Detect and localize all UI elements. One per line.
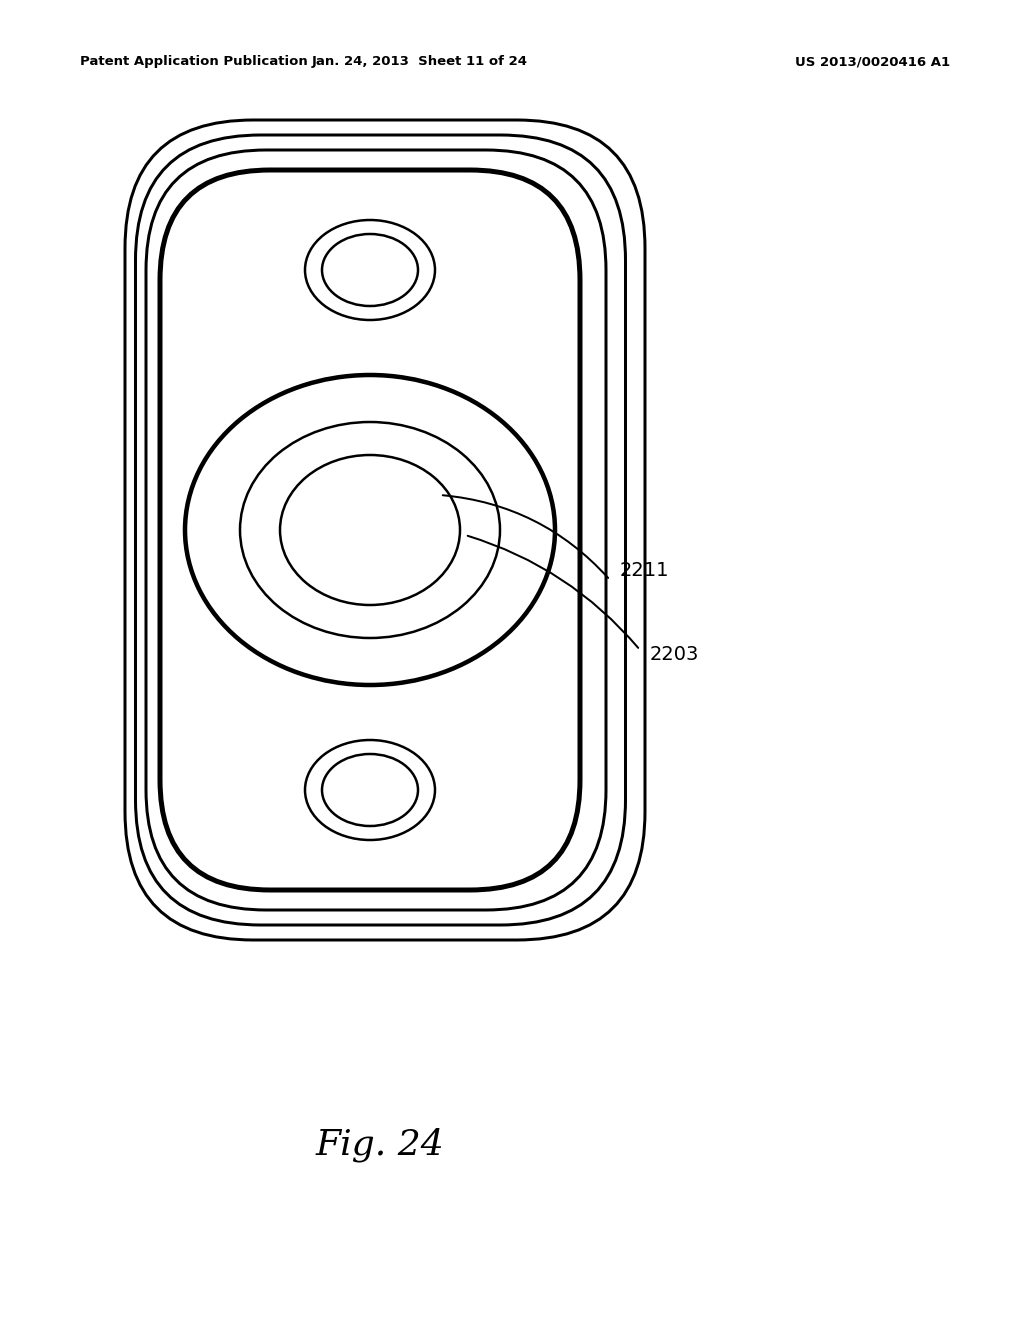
Text: 2211: 2211 <box>620 561 670 579</box>
Text: Fig. 24: Fig. 24 <box>315 1127 444 1162</box>
Text: Jan. 24, 2013  Sheet 11 of 24: Jan. 24, 2013 Sheet 11 of 24 <box>312 55 528 69</box>
Text: 2203: 2203 <box>650 645 699 664</box>
Text: US 2013/0020416 A1: US 2013/0020416 A1 <box>795 55 950 69</box>
Text: Patent Application Publication: Patent Application Publication <box>80 55 308 69</box>
